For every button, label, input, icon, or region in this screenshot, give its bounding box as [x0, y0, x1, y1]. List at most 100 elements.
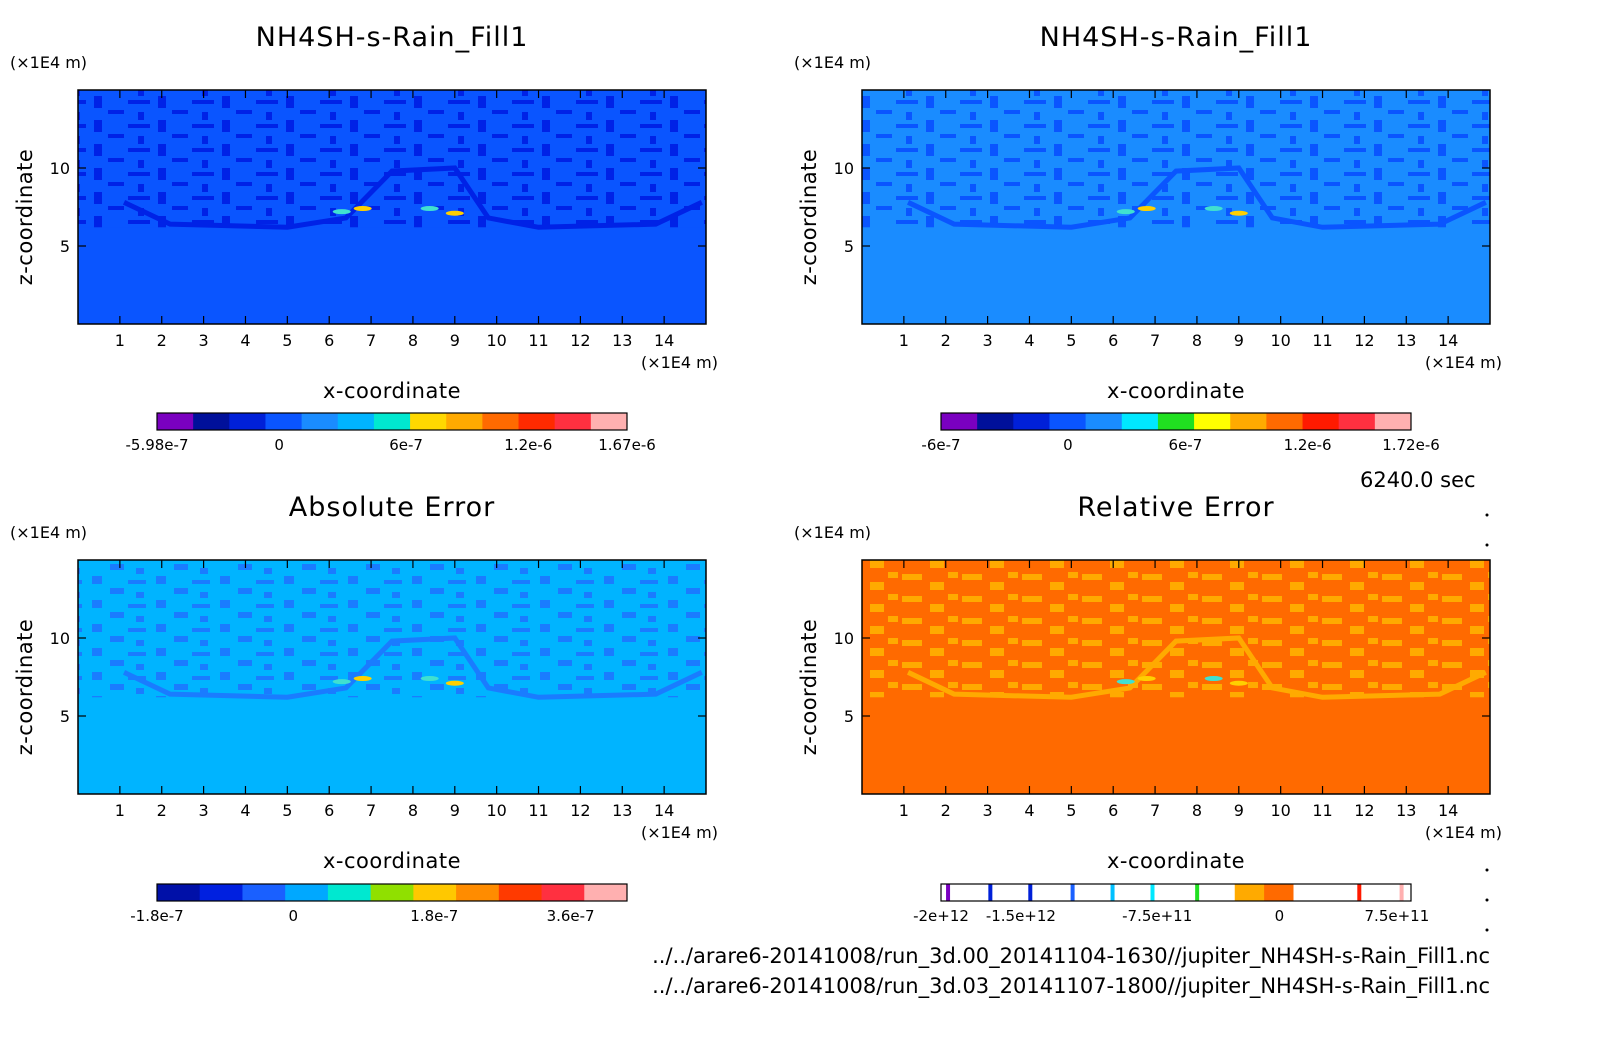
x-tick-label: 14 [654, 331, 674, 350]
x-tick-label: 5 [1066, 801, 1076, 820]
heatmap-lower-region [862, 697, 1490, 794]
colorbar-segment [1374, 413, 1412, 430]
x-tick-label: 3 [983, 331, 993, 350]
x-tick-label: 7 [1150, 801, 1160, 820]
colorbar-segment [999, 884, 1030, 901]
x-tick-label: 4 [240, 801, 250, 820]
colorbar-stripe [946, 884, 951, 901]
colorbar-stripe [1357, 884, 1362, 901]
hotspot-1 [1137, 676, 1156, 682]
axes-frame [77, 559, 707, 795]
y-axis-label: z-coordinate [797, 619, 821, 756]
colorbar-label: 7.5e+11 [1365, 907, 1430, 925]
colorbar-label: 3.6e-7 [547, 907, 595, 925]
colorbar-segment [1381, 884, 1412, 901]
x-tick-label: 14 [1438, 331, 1458, 350]
x-tick-label: 11 [528, 801, 548, 820]
x-tick-label: 1 [899, 801, 909, 820]
x-tick-label: 3 [199, 801, 209, 820]
colorbar-segment [1176, 884, 1206, 901]
colorbar-frame [940, 883, 1412, 902]
x-tick-label: 13 [612, 801, 632, 820]
colorbar-segment [373, 413, 411, 430]
contour-arch [906, 635, 1487, 700]
x-tick-label: 9 [1234, 331, 1244, 350]
hotspot-2 [1204, 676, 1223, 682]
colorbar-segment [941, 413, 978, 430]
y-axis-label: z-coordinate [797, 149, 821, 286]
margin-dot [1485, 543, 1489, 547]
colorbar-segment [1266, 413, 1304, 430]
source-file-1: ../../arare6-20141008/run_3d.00_20141104… [652, 944, 1490, 968]
x-tick-label: 5 [1066, 331, 1076, 350]
colorbar-label: -1.8e-7 [130, 907, 183, 925]
colorbar-label: -1.5e+12 [986, 907, 1056, 925]
y-unit-label: (×1E4 m) [10, 53, 87, 72]
x-tick-label: 10 [486, 801, 506, 820]
colorbar-segment [242, 884, 286, 901]
colorbar-segment [1234, 884, 1265, 901]
x-tick-label: 2 [157, 801, 167, 820]
y-tick-label: 10 [50, 629, 70, 648]
x-tick-label: 6 [1108, 801, 1118, 820]
colorbar-label: 1.2e-6 [1284, 436, 1332, 454]
colorbar-segment [410, 413, 447, 430]
x-tick-label: 13 [1396, 331, 1416, 350]
y-tick-label: 10 [834, 629, 854, 648]
colorbar-segment [327, 884, 372, 901]
hotspot-0 [1116, 679, 1135, 685]
axes-frame [77, 89, 707, 325]
colorbar-label: 1.67e-6 [598, 436, 656, 454]
axes-frame [861, 89, 1491, 325]
y-tick-label: 5 [844, 237, 854, 256]
colorbar-stripe [988, 884, 993, 901]
colorbar-stripe [1110, 884, 1115, 901]
hotspot-1 [1137, 206, 1156, 212]
colorbar-label: 0 [274, 436, 284, 454]
colorbar-segment [1205, 884, 1236, 901]
colorbar-frame [156, 412, 628, 431]
colorbar-segment [1087, 884, 1118, 901]
margin-dot [1485, 868, 1489, 872]
x-tick-label: 7 [1150, 331, 1160, 350]
heatmap-lower-region [78, 697, 706, 794]
y-tick-label: 10 [50, 159, 70, 178]
heatmap-lower-region [78, 227, 706, 324]
colorbar-segment [370, 884, 414, 901]
colorbar-stripe [1070, 884, 1075, 901]
y-unit-label: (×1E4 m) [10, 523, 87, 542]
contour-arch [906, 165, 1487, 230]
y-unit-label: (×1E4 m) [794, 53, 871, 72]
x-axis-label: x-coordinate [1107, 849, 1245, 873]
source-file-2: ../../arare6-20141008/run_3d.03_20141107… [652, 974, 1490, 998]
colorbar-segment [337, 413, 375, 430]
colorbar-segment [1264, 884, 1294, 901]
hotspot-2 [420, 206, 439, 212]
colorbar-label: 0 [289, 907, 299, 925]
x-tick-label: 3 [199, 331, 209, 350]
colorbar-segment [229, 413, 266, 430]
x-tick-label: 5 [282, 331, 292, 350]
x-tick-label: 5 [282, 801, 292, 820]
colorbar-segment [970, 884, 1001, 901]
colorbar-frame [156, 883, 628, 902]
margin-dot [1485, 898, 1489, 902]
colorbar-segment [498, 884, 543, 901]
colorbar-segment [1157, 413, 1195, 430]
x-tick-label: 14 [1438, 801, 1458, 820]
colorbar-label: 1.8e-7 [410, 907, 458, 925]
x-tick-label: 11 [1312, 331, 1332, 350]
x-tick-label: 6 [324, 801, 334, 820]
colorbar-stripe [1028, 884, 1033, 901]
colorbar-label: 6e-7 [389, 436, 423, 454]
colorbar-segment [1293, 884, 1324, 901]
x-tick-label: 8 [1192, 331, 1202, 350]
x-tick-label: 1 [115, 801, 125, 820]
x-axis-label: x-coordinate [323, 379, 461, 403]
colorbar-segment [199, 884, 243, 901]
colorbar-label: -6e-7 [921, 436, 960, 454]
x-tick-label: 3 [983, 801, 993, 820]
